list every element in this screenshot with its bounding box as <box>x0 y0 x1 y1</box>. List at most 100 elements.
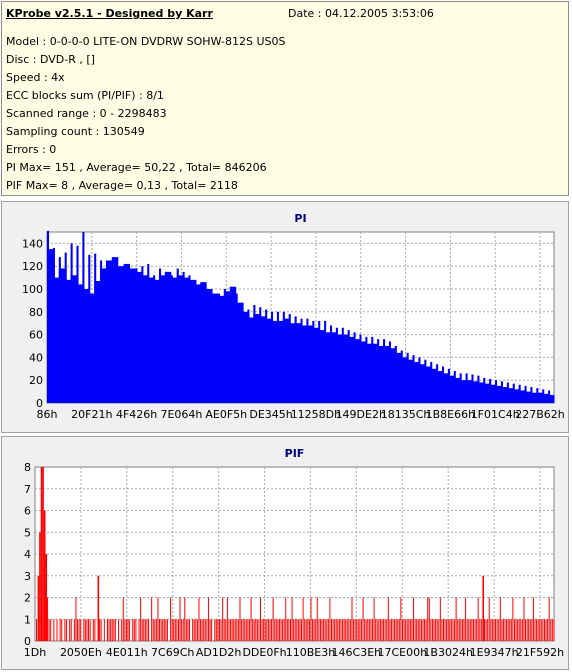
data-bar <box>263 619 265 641</box>
data-bar <box>233 619 235 641</box>
data-bar <box>253 314 260 403</box>
pif-chart: PIF 0 1 2 3 4 5 6 7 8 1Dh 2050Eh 4E011h 7C69Ch AD1D2h D… <box>24 447 564 659</box>
data-bar <box>365 343 372 403</box>
data-bar <box>187 619 189 641</box>
data-bar <box>321 619 323 641</box>
data-bar <box>36 619 37 641</box>
data-bar <box>378 619 380 641</box>
data-bar <box>64 619 66 641</box>
data-bar <box>108 619 110 641</box>
data-bar <box>196 619 198 641</box>
data-bar <box>483 383 490 403</box>
x-tick-label: DDE0Fh <box>242 646 286 659</box>
x-tick-label: 4F426h <box>116 408 157 421</box>
data-bar <box>383 619 385 641</box>
x-tick-label: 1F01C4h <box>471 408 520 421</box>
data-bar <box>111 619 113 641</box>
data-bar <box>302 597 304 641</box>
data-bar <box>526 619 528 641</box>
y-tick-label: 120 <box>22 260 43 273</box>
data-bar <box>288 323 296 403</box>
data-bar <box>170 277 178 403</box>
data-bar <box>248 619 250 641</box>
data-bar <box>529 619 531 641</box>
data-bar <box>392 619 394 641</box>
data-bar <box>59 619 61 641</box>
data-bar <box>283 619 285 641</box>
data-bar <box>506 388 514 403</box>
x-tick-label: 1Dh <box>24 646 46 659</box>
data-bar <box>278 619 280 641</box>
data-bar <box>413 597 415 641</box>
x-tick-label: 7E064h <box>160 408 202 421</box>
data-bar <box>409 619 411 641</box>
data-bar <box>515 619 517 641</box>
data-bar <box>53 619 55 641</box>
data-bar <box>275 619 277 641</box>
data-bar <box>340 619 342 641</box>
data-bar <box>353 339 360 403</box>
y-tick-label: 3 <box>24 570 31 583</box>
data-bar <box>261 619 263 641</box>
data-bar <box>457 619 459 641</box>
data-bar <box>228 619 230 641</box>
data-bar <box>282 619 284 641</box>
data-bar <box>430 368 437 403</box>
data-bar <box>285 597 287 641</box>
data-bar <box>83 619 85 641</box>
data-bar <box>94 619 96 641</box>
data-bar <box>431 619 433 641</box>
x-tick-label: 21F592h <box>516 646 564 659</box>
data-bar <box>166 619 168 641</box>
data-bar <box>293 619 295 641</box>
data-bar <box>264 619 266 641</box>
data-bar <box>70 619 72 641</box>
data-bar <box>155 619 157 641</box>
data-bar <box>343 619 345 641</box>
app-title: KProbe v2.5.1 - Designed by Karr <box>6 7 213 20</box>
data-bar <box>84 619 86 641</box>
data-bar <box>47 597 49 641</box>
data-bar <box>487 619 489 641</box>
data-bar <box>160 619 162 641</box>
data-bar <box>265 318 272 403</box>
x-tick-label: 11258Dh <box>291 408 341 421</box>
data-bar <box>312 619 314 641</box>
data-bar <box>129 619 131 641</box>
data-bar <box>73 619 75 641</box>
y-tick-label: 40 <box>29 351 43 364</box>
data-bar <box>310 597 312 641</box>
data-bar <box>373 597 375 641</box>
data-bar <box>347 336 355 403</box>
data-bar <box>267 619 269 641</box>
data-bar <box>491 619 493 641</box>
data-bar <box>493 619 495 641</box>
data-bar <box>129 268 136 403</box>
data-bar <box>480 619 482 641</box>
data-bar <box>308 619 310 641</box>
data-bar <box>171 619 173 641</box>
data-bar <box>135 271 142 403</box>
data-bar <box>316 597 318 641</box>
data-bar <box>43 510 46 641</box>
data-bar <box>65 619 67 641</box>
data-bar <box>300 325 307 403</box>
data-bar <box>245 619 247 641</box>
data-bar <box>114 619 116 641</box>
data-bar <box>94 281 101 403</box>
data-bar <box>272 597 274 641</box>
data-bar <box>397 619 399 641</box>
data-bar <box>239 597 241 641</box>
data-bar <box>225 619 227 641</box>
data-bar <box>466 619 468 641</box>
data-bar <box>231 619 233 641</box>
data-bar <box>80 619 82 641</box>
data-bar <box>349 619 351 641</box>
data-bar <box>304 619 306 641</box>
data-bar <box>454 619 456 641</box>
data-bar <box>289 619 291 641</box>
data-bar <box>297 619 299 641</box>
data-bar <box>545 619 547 641</box>
data-bar <box>253 619 255 641</box>
data-bar <box>206 619 208 641</box>
